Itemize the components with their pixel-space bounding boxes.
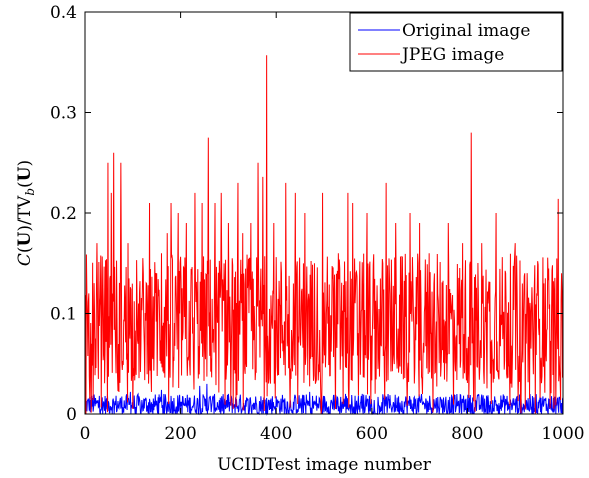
- legend-label-original: Original image: [402, 21, 530, 41]
- series-line-jpeg: [84, 55, 564, 415]
- x-tick-label: 0: [80, 424, 91, 444]
- legend-label-jpeg: JPEG image: [400, 45, 504, 65]
- x-axis-title: UCIDTest image number: [217, 455, 432, 475]
- ticks-layer: 0 200 400 600 800 1000 0 0.1 0.2 0.3 0.4: [50, 3, 585, 444]
- y-tick-label: 0.1: [50, 305, 77, 325]
- y-tick-label: 0.4: [50, 3, 77, 23]
- series-layer: [84, 55, 564, 416]
- legend-box: [349, 12, 563, 72]
- y-tick-label: 0.2: [50, 204, 77, 224]
- y-tick-label: 0: [66, 405, 77, 425]
- x-tick-label: 600: [356, 424, 388, 444]
- legend: Original image JPEG image: [349, 12, 563, 72]
- x-tick-label: 800: [451, 424, 483, 444]
- y-tick-label: 0.3: [50, 104, 77, 124]
- series-line-original: [85, 383, 564, 416]
- x-tick-label: 1000: [541, 424, 584, 444]
- x-tick-label: 200: [164, 424, 196, 444]
- y-axis-title: C(U)/TVb(U): [15, 160, 37, 266]
- x-tick-label: 400: [260, 424, 292, 444]
